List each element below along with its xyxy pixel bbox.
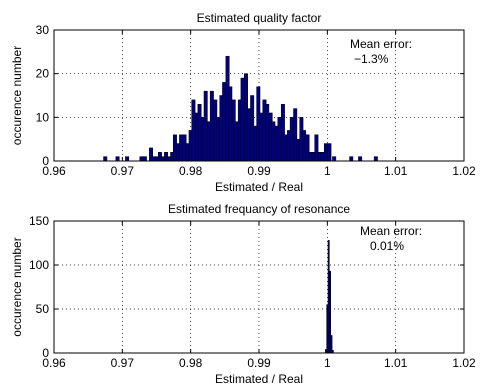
histogram-bar — [271, 121, 276, 162]
histogram-bar — [172, 134, 177, 162]
histogram-bar — [234, 121, 239, 162]
mean-error-value: −1.3% — [354, 52, 389, 66]
plot-frame — [53, 29, 465, 162]
mean-error-label: Mean error: — [360, 224, 422, 238]
histogram-bar — [289, 117, 294, 162]
y-tick-label: 50 — [36, 302, 50, 316]
y-tick-label: 0 — [42, 154, 49, 168]
y-tick-label: 150 — [29, 214, 49, 228]
histogram-bar — [185, 143, 190, 162]
histogram-bar — [252, 125, 257, 162]
histogram-bar — [277, 117, 282, 162]
x-tick-label: 1 — [324, 164, 331, 178]
y-tick-label: 30 — [36, 23, 50, 37]
plot-area — [53, 220, 465, 354]
histogram-bar — [154, 156, 159, 162]
histogram-bar — [320, 152, 325, 162]
y-axis-label: occurence number — [10, 46, 24, 145]
x-tick-label: 0.98 — [179, 164, 203, 178]
chart-panel-2: 0.96 0.97 0.98 0.99 1 1.01 1.02 0 50 100 150 Estima… — [10, 202, 476, 386]
x-tick-label: 0.96 — [42, 164, 66, 178]
histogram-bar — [209, 90, 214, 162]
x-tick-label: 1.01 — [384, 356, 408, 370]
x-tick-label: 1.02 — [452, 164, 476, 178]
histogram-bar — [139, 156, 144, 162]
y-tick-label: 10 — [36, 110, 50, 124]
x-tick-label: 0.97 — [111, 164, 135, 178]
histogram-bar — [302, 130, 307, 162]
histogram-bar — [203, 90, 208, 162]
x-axis-label: Estimated / Real — [215, 180, 303, 194]
histogram-bar — [324, 143, 328, 162]
histogram-bar — [240, 77, 245, 162]
plot-frame — [53, 220, 465, 354]
chart-title: Estimated frequancy of resonance — [168, 202, 350, 216]
x-tick-label: 1 — [324, 356, 331, 370]
histogram-bar — [259, 112, 264, 162]
histogram-bar — [308, 152, 313, 162]
x-tick-label: 1.01 — [384, 164, 408, 178]
histogram-bar — [103, 156, 108, 162]
histogram-bar — [142, 156, 147, 162]
histogram-bar — [216, 117, 220, 162]
histogram-bar — [197, 103, 202, 162]
histogram-bar — [373, 156, 378, 162]
histogram-bar — [160, 156, 165, 162]
y-axis-label: occurence number — [10, 237, 24, 336]
histogram-bar — [358, 156, 363, 162]
histogram-bar — [283, 134, 288, 162]
x-axis-label: Estimated / Real — [215, 372, 303, 386]
histogram-bar — [246, 108, 251, 162]
y-tick-label: 0 — [42, 346, 49, 360]
histogram-bar — [314, 134, 319, 162]
histogram-bar — [179, 134, 184, 162]
mean-error-label: Mean error: — [350, 37, 412, 51]
chart-title: Estimated quality factor — [197, 11, 322, 25]
chart-panel-1: 0.96 0.97 0.98 0.99 1 1.01 1.02 0 10 20 30 Estimate… — [10, 11, 476, 194]
histogram-bar — [295, 138, 300, 162]
y-tick-label: 20 — [36, 67, 50, 81]
histogram-bar — [166, 156, 171, 162]
x-tick-label: 0.97 — [111, 356, 135, 370]
histogram-bar — [327, 143, 332, 162]
histogram-bar — [115, 156, 120, 162]
x-tick-label: 1.02 — [452, 356, 476, 370]
histogram-bar — [265, 103, 270, 162]
histogram-bar — [222, 82, 227, 162]
x-tick-label: 0.99 — [247, 164, 271, 178]
histogram-bar — [332, 156, 337, 162]
x-tick-label: 0.99 — [247, 356, 271, 370]
y-tick-label: 100 — [29, 258, 49, 272]
x-tick-label: 0.96 — [42, 356, 66, 370]
histogram-bar — [228, 86, 233, 162]
mean-error-value: 0.01% — [370, 239, 404, 253]
histogram-bar — [349, 156, 354, 162]
x-tick-label: 0.98 — [179, 356, 203, 370]
histogram-bar — [191, 99, 196, 162]
histogram-bar — [125, 156, 130, 162]
